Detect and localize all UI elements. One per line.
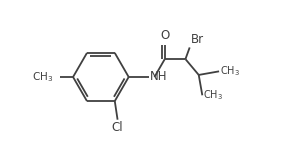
Text: CH$_3$: CH$_3$ [32,70,53,84]
Text: Cl: Cl [112,121,123,134]
Text: CH$_3$: CH$_3$ [203,88,223,102]
Text: Br: Br [190,33,204,46]
Text: O: O [160,29,169,42]
Text: CH$_3$: CH$_3$ [220,64,240,78]
Text: NH: NH [150,71,168,83]
